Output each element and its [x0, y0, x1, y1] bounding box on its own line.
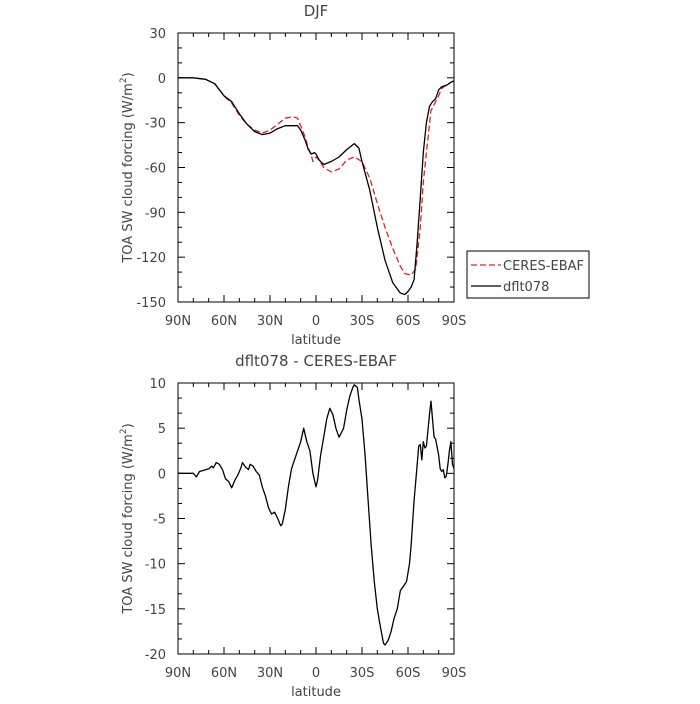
chart-title: DJF [304, 2, 329, 20]
x-tick-label: 90N [165, 314, 191, 329]
y-tick-label: 5 [158, 422, 166, 437]
y-tick-label: -5 [153, 513, 166, 528]
y-tick-label: 0 [158, 72, 166, 87]
y-tick-label: 10 [149, 377, 166, 392]
y-tick-label: -120 [136, 251, 166, 266]
series-line-diff-0 [178, 384, 455, 646]
series-line-dflt078 [178, 77, 455, 296]
y-tick-label: -90 [145, 206, 166, 221]
legend-box [466, 250, 590, 299]
x-tick-label: 30S [350, 666, 375, 681]
x-tick-label: 0 [312, 314, 320, 329]
y-tick-label: 30 [149, 27, 166, 42]
y-tick-label: -60 [145, 162, 166, 177]
y-axis-label: TOA SW cloud forcing (W/m2) [119, 423, 136, 614]
y-axis-label-text: TOA SW cloud forcing (W/m [121, 434, 136, 615]
x-tick-label: 0 [312, 666, 320, 681]
y-axis-label-superscript: 2 [119, 428, 129, 434]
x-tick-label: 90S [442, 314, 467, 329]
y-tick-label: 0 [158, 467, 166, 482]
series-line-ceres-ebaf [178, 77, 455, 276]
y-axis-label: TOA SW cloud forcing (W/m2) [119, 72, 136, 263]
x-tick-label: 60S [396, 666, 421, 681]
x-tick-label: 90N [165, 666, 191, 681]
y-tick-label: -150 [136, 296, 166, 311]
y-tick-label: -30 [145, 117, 166, 132]
x-tick-label: 60S [396, 314, 421, 329]
x-tick-label: 30N [257, 314, 283, 329]
legend-label: dflt078 [503, 280, 549, 295]
x-axis-label: latitude [291, 685, 341, 700]
y-tick-label: -20 [145, 648, 166, 663]
y-axis-label-superscript: 2 [119, 77, 129, 83]
x-tick-label: 60N [211, 666, 237, 681]
y-tick-label: -10 [145, 558, 166, 573]
legend-label: CERES-EBAF [503, 259, 584, 274]
x-tick-label: 90S [442, 666, 467, 681]
y-axis-label-tail: ) [121, 423, 136, 428]
y-tick-label: -15 [145, 603, 166, 618]
x-tick-label: 60N [211, 314, 237, 329]
y-axis-label-tail: ) [121, 72, 136, 77]
x-tick-label: 30S [350, 314, 375, 329]
y-axis-label-text: TOA SW cloud forcing (W/m [121, 83, 136, 264]
chart-title: dflt078 - CERES-EBAF [235, 352, 397, 370]
x-tick-label: 30N [257, 666, 283, 681]
plot-frame [177, 32, 455, 303]
x-axis-label: latitude [291, 333, 341, 348]
